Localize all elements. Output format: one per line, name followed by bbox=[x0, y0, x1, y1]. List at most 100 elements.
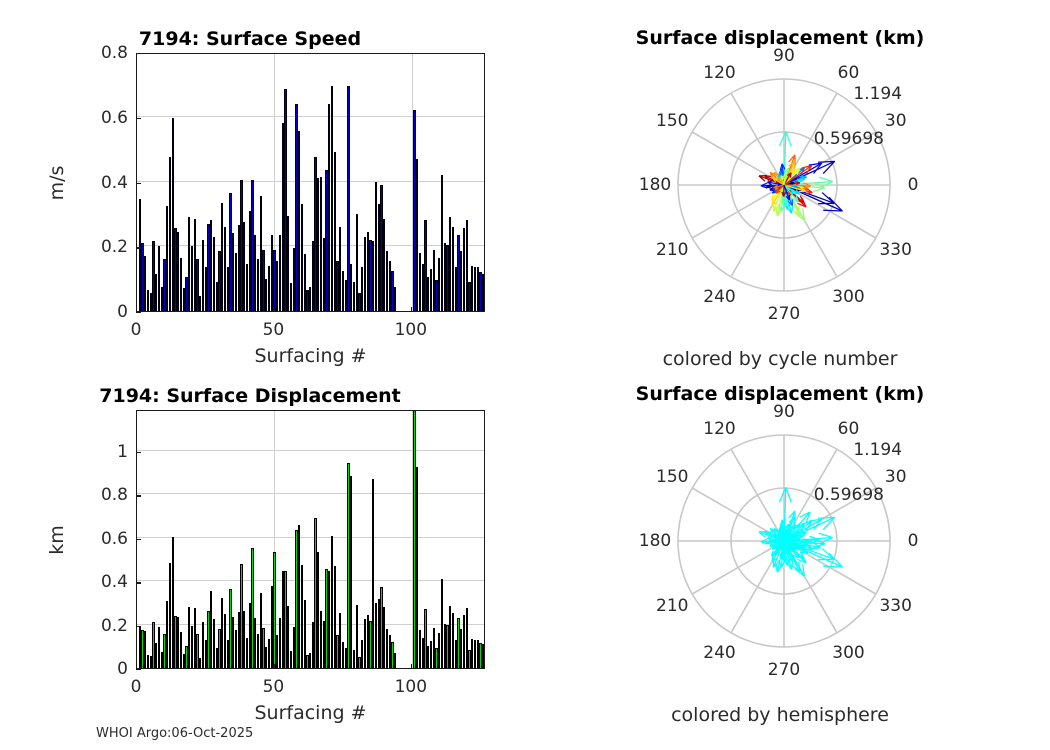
bar bbox=[413, 411, 416, 668]
bar bbox=[344, 280, 347, 311]
polar-grid-spoke bbox=[691, 540, 785, 595]
polar-grid-spoke bbox=[730, 92, 785, 186]
y-tick-mark bbox=[136, 625, 141, 627]
polar-theta-label: 90 bbox=[773, 46, 795, 66]
bar bbox=[287, 215, 290, 311]
bar bbox=[190, 246, 194, 311]
bar bbox=[196, 259, 199, 311]
bar bbox=[355, 213, 358, 311]
bar bbox=[300, 564, 303, 668]
displacement-arrow bbox=[783, 518, 823, 542]
bar bbox=[435, 648, 438, 668]
polar-radius-label: 0.59698 bbox=[813, 128, 885, 149]
bar bbox=[179, 257, 183, 311]
bar bbox=[221, 597, 224, 668]
bar bbox=[421, 637, 424, 668]
y-tick-mark bbox=[136, 182, 141, 184]
y-tick-mark bbox=[136, 495, 141, 497]
chart-title-surface-displacement: 7194: Surface Displacement bbox=[99, 385, 401, 407]
bar bbox=[240, 179, 243, 311]
polar-theta-label: 300 bbox=[832, 286, 865, 307]
bar bbox=[179, 632, 183, 668]
panel-polar-hemisphere: Surface displacement (km) 0 30 60 90 120 150 1… bbox=[530, 375, 1050, 750]
x-tick-label: 0 bbox=[130, 320, 142, 340]
bar bbox=[308, 652, 312, 668]
axes-surface-displacement bbox=[136, 410, 485, 669]
y-tick-label: 0 bbox=[117, 659, 128, 679]
displacement-arrow bbox=[783, 182, 811, 190]
bar bbox=[391, 641, 394, 668]
bar bbox=[226, 267, 229, 311]
polar-theta-label: 270 bbox=[767, 304, 801, 324]
bar bbox=[221, 202, 224, 311]
bar bbox=[193, 608, 196, 668]
polar-caption-hemisphere: colored by hemisphere bbox=[671, 704, 889, 726]
bar bbox=[341, 270, 345, 311]
bar bbox=[311, 241, 314, 311]
gridline-horizontal bbox=[137, 180, 484, 182]
bar bbox=[276, 260, 279, 311]
bar bbox=[171, 536, 174, 668]
bar bbox=[314, 518, 317, 668]
polar-theta-label: 330 bbox=[879, 239, 912, 260]
footer-timestamp: WHOI Argo:06-Oct-2025 bbox=[96, 726, 254, 741]
polar-theta-label: 60 bbox=[837, 419, 860, 440]
polar-axes-hemisphere: 0 30 60 90 120 150 180 210 240 270 300 330 0.59698 1.… bbox=[639, 402, 919, 680]
bar bbox=[281, 571, 284, 668]
bar bbox=[256, 259, 260, 311]
bar bbox=[284, 571, 287, 668]
displacement-arrow bbox=[782, 172, 788, 186]
bar bbox=[146, 289, 150, 311]
y-tick-label: 0.2 bbox=[100, 615, 128, 636]
bar bbox=[303, 254, 306, 311]
bar bbox=[311, 622, 314, 668]
bar bbox=[163, 259, 166, 311]
gridline-vertical bbox=[411, 54, 413, 311]
bar bbox=[193, 218, 196, 311]
displacement-arrow bbox=[779, 540, 785, 559]
bar bbox=[325, 170, 328, 311]
displacement-arrow bbox=[783, 184, 791, 201]
bar bbox=[160, 286, 163, 311]
bar bbox=[369, 239, 372, 311]
panel-polar-cycle: Surface displacement (km) 0 30 60 90 120 150 1… bbox=[530, 0, 1050, 375]
bar bbox=[270, 585, 273, 668]
bar bbox=[188, 217, 191, 311]
bar bbox=[171, 118, 174, 311]
bar bbox=[174, 615, 177, 668]
bar bbox=[380, 184, 383, 311]
bar bbox=[352, 281, 356, 311]
bar bbox=[363, 236, 367, 311]
polar-theta-label: 0 bbox=[907, 175, 919, 195]
bar bbox=[215, 648, 218, 668]
polar-theta-label: 300 bbox=[832, 642, 865, 663]
bar bbox=[416, 158, 419, 311]
bar bbox=[374, 602, 378, 668]
bar bbox=[265, 647, 268, 668]
bar bbox=[443, 243, 446, 311]
bar bbox=[295, 530, 298, 668]
bar bbox=[385, 251, 389, 311]
bar bbox=[152, 241, 155, 311]
bar bbox=[336, 260, 339, 311]
bar bbox=[328, 103, 331, 311]
x-tick-mark bbox=[410, 664, 413, 669]
bar bbox=[300, 204, 303, 311]
bar bbox=[358, 293, 361, 311]
bar bbox=[248, 602, 251, 668]
panel-surface-speed: 7194: Surface Speed 0 0.2 0.4 0.6 0.8 0 50 100 … bbox=[0, 0, 520, 375]
bar bbox=[322, 238, 325, 311]
panel-surface-displacement: 7194: Surface Displacement 0 0.2 0.4 0.6 0.8… bbox=[0, 375, 520, 750]
polar-theta-label: 210 bbox=[656, 239, 689, 260]
y-tick-mark bbox=[136, 117, 141, 120]
polar-theta-label: 180 bbox=[638, 531, 672, 551]
bar bbox=[201, 239, 205, 311]
bar bbox=[457, 618, 460, 668]
polar-grid-spoke bbox=[783, 92, 838, 186]
y-tick-mark bbox=[136, 538, 141, 541]
bar bbox=[473, 639, 477, 668]
polar-plot-canvas bbox=[677, 434, 891, 648]
bar bbox=[166, 600, 169, 668]
displacement-arrow bbox=[780, 175, 785, 186]
